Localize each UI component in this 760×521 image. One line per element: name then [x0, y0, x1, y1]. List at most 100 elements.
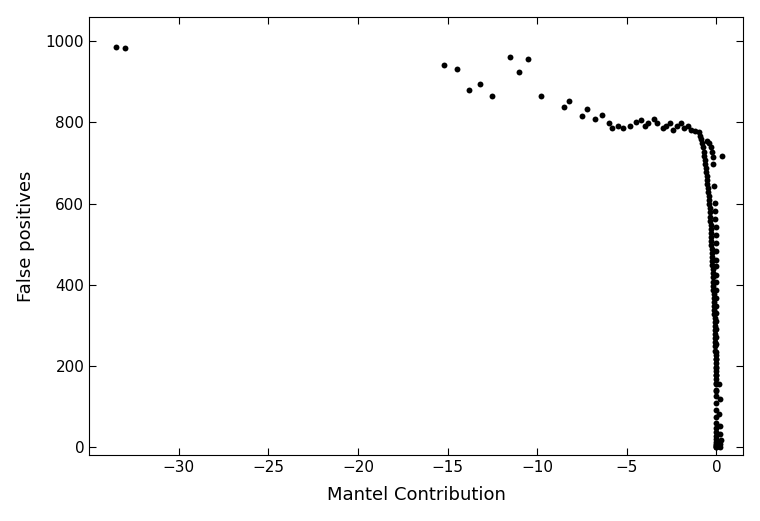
Point: [705, 220, 717, 229]
Point: [711, 247, 723, 256]
Point: [703, 200, 715, 208]
Point: [698, 155, 711, 164]
Point: [711, 406, 723, 414]
Point: [558, 103, 570, 111]
Point: [486, 92, 499, 100]
Point: [710, 231, 722, 239]
Point: [711, 270, 723, 279]
Point: [689, 127, 701, 135]
Point: [711, 255, 723, 264]
Point: [711, 439, 723, 448]
Point: [660, 121, 673, 130]
Point: [707, 265, 719, 274]
Point: [686, 126, 698, 134]
Point: [709, 326, 721, 334]
Point: [707, 274, 719, 282]
Point: [504, 53, 516, 61]
Point: [513, 67, 525, 76]
Point: [711, 239, 723, 247]
Point: [709, 207, 721, 215]
Point: [709, 338, 721, 346]
Point: [711, 399, 723, 407]
Point: [711, 432, 723, 440]
Point: [714, 422, 727, 430]
Point: [711, 371, 723, 379]
Point: [438, 61, 450, 70]
Point: [711, 286, 723, 294]
Point: [711, 392, 723, 401]
Point: [706, 147, 718, 156]
Point: [704, 208, 716, 217]
Point: [711, 364, 723, 372]
Point: [716, 152, 728, 160]
Point: [463, 85, 475, 94]
Point: [709, 322, 721, 330]
Point: [714, 443, 726, 451]
Point: [711, 441, 723, 450]
Point: [707, 159, 719, 168]
Point: [694, 132, 706, 141]
Point: [678, 124, 690, 132]
Point: [705, 237, 717, 245]
Point: [708, 310, 720, 318]
Point: [710, 367, 722, 375]
Point: [705, 233, 717, 241]
Point: [700, 164, 712, 172]
Point: [701, 180, 714, 188]
Point: [711, 419, 723, 427]
Point: [709, 330, 721, 339]
Point: [708, 297, 720, 306]
Point: [711, 442, 723, 451]
Point: [596, 111, 608, 119]
Point: [700, 168, 712, 176]
Point: [663, 119, 676, 127]
Point: [699, 159, 711, 168]
Point: [709, 346, 721, 355]
Point: [701, 137, 714, 145]
Point: [709, 215, 721, 223]
Point: [671, 122, 683, 130]
Point: [651, 119, 663, 127]
Point: [708, 306, 720, 314]
Point: [709, 342, 721, 351]
Point: [711, 379, 723, 387]
Point: [713, 410, 725, 418]
Point: [715, 436, 727, 444]
Point: [708, 302, 720, 310]
Point: [711, 443, 723, 451]
Point: [711, 262, 723, 270]
Y-axis label: False positives: False positives: [17, 170, 35, 302]
Point: [713, 380, 725, 389]
Point: [708, 182, 720, 191]
Point: [710, 380, 722, 389]
Point: [711, 435, 723, 443]
Point: [708, 314, 720, 322]
Point: [711, 354, 723, 363]
Point: [711, 424, 723, 432]
Point: [701, 176, 713, 184]
Point: [705, 241, 717, 249]
X-axis label: Mantel Contribution: Mantel Contribution: [327, 486, 505, 504]
Point: [707, 153, 719, 161]
Point: [711, 413, 723, 421]
Point: [707, 269, 719, 278]
Point: [711, 428, 723, 436]
Point: [714, 440, 726, 448]
Point: [708, 290, 720, 298]
Point: [612, 122, 624, 130]
Point: [710, 223, 722, 231]
Point: [702, 188, 714, 196]
Point: [563, 97, 575, 105]
Point: [704, 213, 716, 221]
Point: [711, 387, 723, 395]
Point: [535, 92, 547, 100]
Point: [703, 196, 715, 204]
Point: [701, 184, 714, 192]
Point: [707, 277, 719, 286]
Point: [711, 340, 723, 348]
Point: [711, 294, 723, 302]
Point: [706, 249, 718, 257]
Point: [711, 348, 723, 356]
Point: [667, 126, 679, 134]
Point: [705, 245, 717, 253]
